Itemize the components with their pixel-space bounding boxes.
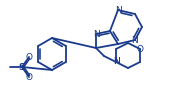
Text: N: N: [113, 57, 119, 66]
Text: N: N: [132, 36, 138, 45]
Text: N: N: [115, 6, 121, 15]
Text: N: N: [93, 30, 99, 39]
Text: O: O: [26, 53, 32, 61]
Text: O: O: [26, 72, 32, 81]
Text: N: N: [113, 57, 119, 66]
Text: O: O: [137, 45, 143, 54]
Text: S: S: [19, 62, 25, 71]
